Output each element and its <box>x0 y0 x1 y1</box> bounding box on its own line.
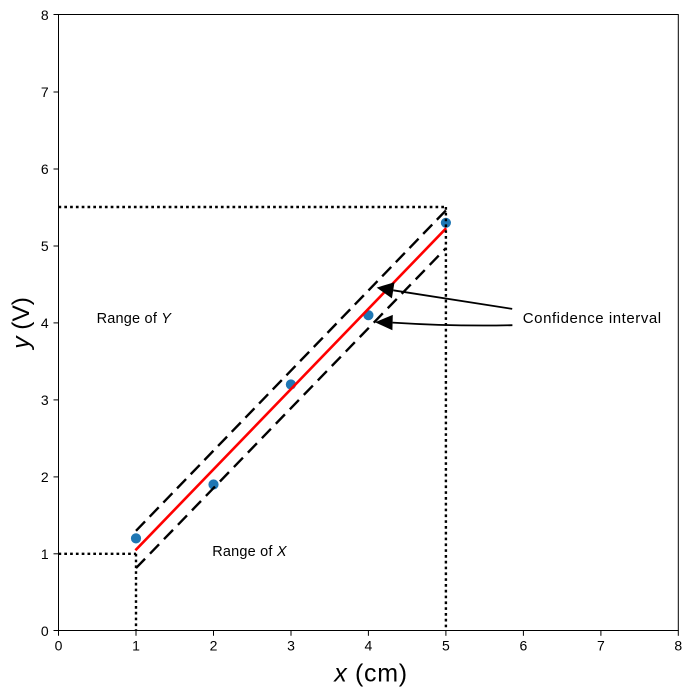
svg-text:2: 2 <box>41 469 49 485</box>
svg-text:2: 2 <box>210 638 218 654</box>
svg-text:3: 3 <box>41 392 49 408</box>
svg-text:4: 4 <box>365 638 373 654</box>
svg-text:Range of Y: Range of Y <box>97 311 173 327</box>
svg-text:7: 7 <box>41 84 49 100</box>
svg-text:Confidence interval: Confidence interval <box>523 310 662 327</box>
svg-text:1: 1 <box>41 546 49 562</box>
svg-text:0: 0 <box>41 623 49 639</box>
svg-text:8: 8 <box>41 7 49 23</box>
svg-text:7: 7 <box>597 638 605 654</box>
svg-text:0: 0 <box>55 638 63 654</box>
svg-text:4: 4 <box>41 315 49 331</box>
svg-text:x (cm): x (cm) <box>333 660 408 688</box>
svg-text:y (V): y (V) <box>8 297 35 351</box>
svg-text:3: 3 <box>287 638 295 654</box>
svg-text:6: 6 <box>41 161 49 177</box>
svg-text:1: 1 <box>132 638 140 654</box>
svg-text:5: 5 <box>41 238 49 254</box>
svg-text:5: 5 <box>442 638 450 654</box>
svg-text:6: 6 <box>520 638 528 654</box>
svg-text:Range of X: Range of X <box>212 544 288 560</box>
svg-text:8: 8 <box>674 638 682 654</box>
